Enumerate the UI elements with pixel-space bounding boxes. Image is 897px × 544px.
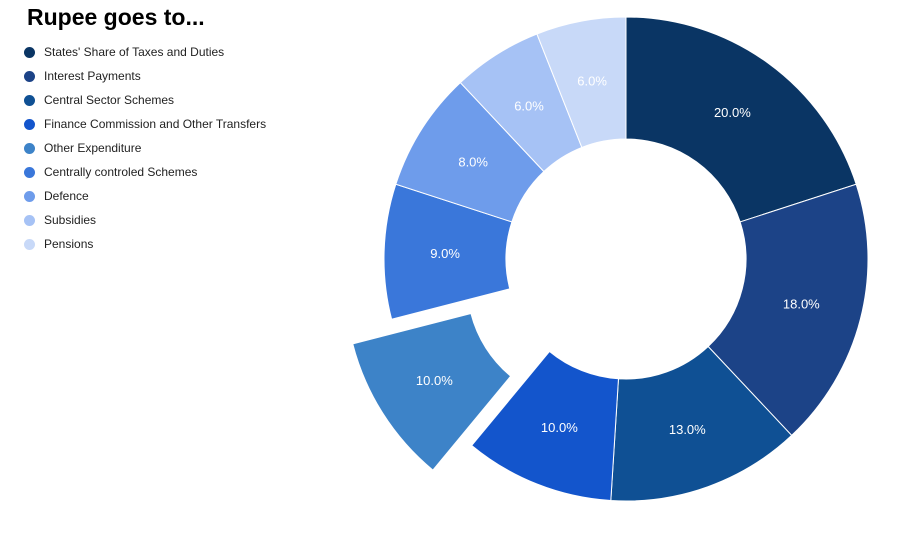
slice-label: 10.0% — [416, 373, 453, 388]
legend-label: Centrally controled Schemes — [44, 165, 198, 179]
legend-item: Centrally controled Schemes — [24, 160, 266, 184]
slice-label: 18.0% — [783, 297, 820, 312]
legend-item: Central Sector Schemes — [24, 88, 266, 112]
legend-item: Defence — [24, 184, 266, 208]
slice-label: 8.0% — [458, 155, 488, 170]
legend-label: Other Expenditure — [44, 141, 142, 155]
chart-legend: States' Share of Taxes and Duties Interes… — [24, 40, 266, 256]
legend-label: Central Sector Schemes — [44, 93, 175, 107]
chart-title: Rupee goes to... — [27, 4, 205, 30]
legend-label: Finance Commission and Other Transfers — [44, 117, 267, 131]
donut-slice[interactable] — [707, 183, 869, 437]
legend-label: Interest Payments — [44, 69, 141, 83]
slice-label: 10.0% — [541, 420, 578, 435]
slice-label: 6.0% — [577, 74, 607, 89]
legend-swatch — [24, 238, 35, 250]
legend-swatch — [24, 46, 35, 58]
slice-label: 13.0% — [669, 422, 706, 437]
legend-item: Other Expenditure — [24, 136, 266, 160]
legend-swatch — [24, 190, 35, 202]
slice-label: 20.0% — [714, 105, 751, 120]
donut-slice[interactable] — [352, 312, 512, 471]
legend-swatch — [24, 142, 35, 154]
donut-slice[interactable] — [536, 16, 627, 149]
legend-item: States' Share of Taxes and Duties — [24, 40, 266, 64]
legend-label: Defence — [44, 189, 89, 203]
legend-label: Pensions — [44, 237, 94, 251]
donut-slice[interactable] — [471, 350, 619, 502]
legend-item: Interest Payments — [24, 64, 266, 88]
legend-swatch — [24, 118, 35, 130]
legend-swatch — [24, 70, 35, 82]
legend-item: Subsidies — [24, 208, 266, 232]
donut-slice[interactable] — [610, 345, 793, 502]
legend-swatch — [24, 214, 35, 226]
slice-label: 9.0% — [430, 246, 460, 261]
legend-swatch — [24, 94, 35, 106]
legend-label: States' Share of Taxes and Duties — [44, 45, 225, 59]
legend-item: Finance Commission and Other Transfers — [24, 112, 266, 136]
slice-label: 6.0% — [514, 99, 544, 114]
legend-swatch — [24, 166, 35, 178]
donut-slice[interactable] — [625, 16, 857, 223]
legend-item: Pensions — [24, 232, 266, 256]
legend-label: Subsidies — [44, 213, 97, 227]
